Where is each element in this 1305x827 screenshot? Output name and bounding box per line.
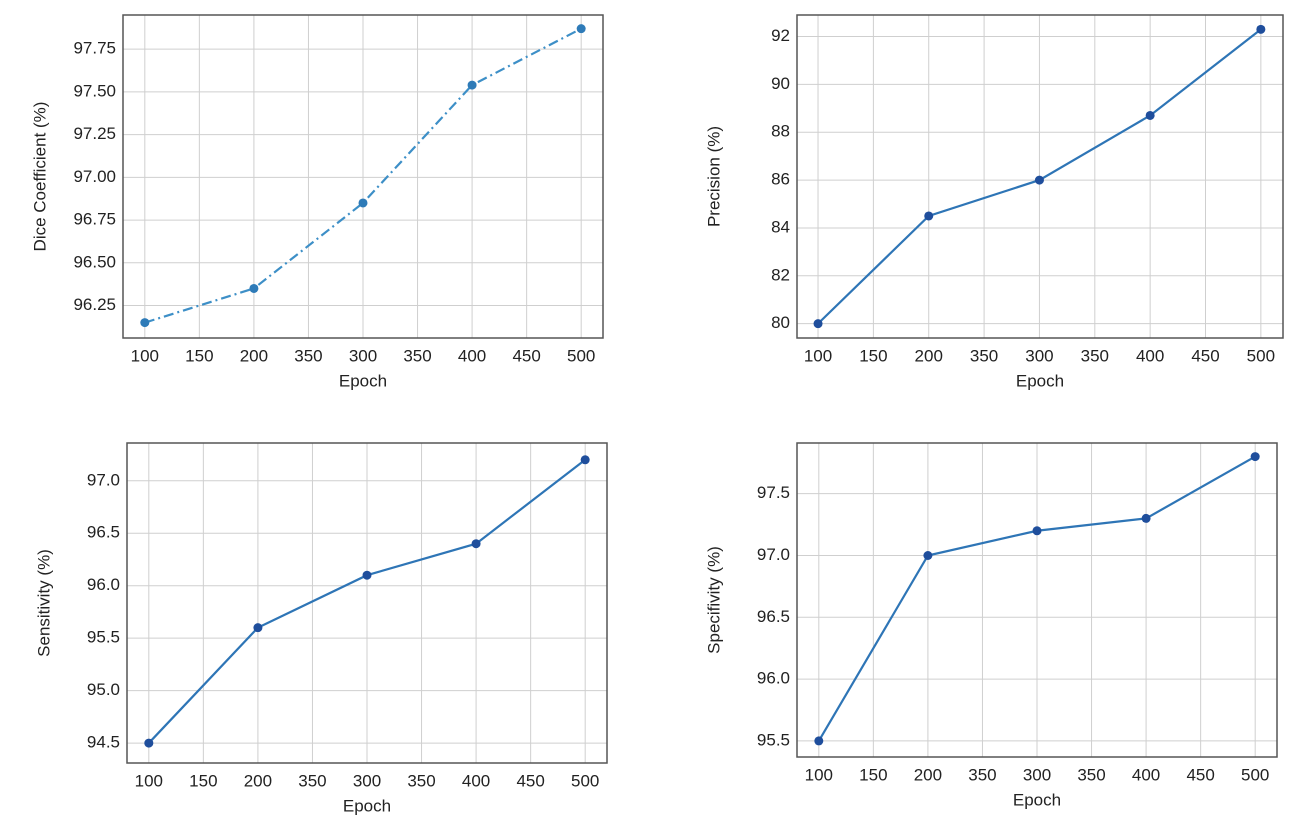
x-tick-label: 450	[516, 771, 544, 790]
data-point	[1256, 24, 1266, 34]
x-tick-label: 350	[1077, 765, 1105, 784]
subplot: 100 150 200 350 300 350 400 450 500 94.5 95.0 95.5 9…	[34, 442, 608, 815]
data-point	[576, 24, 586, 34]
x-tick-label: 350	[294, 346, 322, 365]
x-tick-label: 400	[462, 771, 490, 790]
data-point	[814, 736, 824, 746]
x-tick-label: 350	[970, 346, 998, 365]
data-point	[253, 623, 263, 633]
x-tick-label: 350	[298, 771, 326, 790]
data-point	[924, 211, 934, 221]
y-tick-label: 95.0	[87, 680, 120, 699]
x-tick-label: 200	[915, 346, 943, 365]
y-tick-label: 95.5	[757, 730, 790, 749]
x-tick-label: 300	[353, 771, 381, 790]
plot-frame	[126, 442, 608, 764]
x-tick-label: 300	[1023, 765, 1051, 784]
data-point	[362, 570, 372, 580]
x-tick-label: 300	[349, 346, 377, 365]
y-tick-label: 97.0	[87, 470, 120, 489]
x-tick-label: 450	[1186, 765, 1214, 784]
data-point	[249, 283, 259, 293]
y-tick-label: 88	[771, 122, 790, 141]
y-tick-label: 97.25	[73, 124, 116, 143]
x-tick-label: 100	[804, 346, 832, 365]
y-tick-label: 96.5	[757, 607, 790, 626]
y-tick-label: 94.5	[87, 733, 120, 752]
data-point	[1141, 513, 1151, 523]
y-tick-label: 97.00	[73, 167, 116, 186]
y-tick-label: 82	[771, 265, 790, 284]
y-tick-label: 92	[771, 26, 790, 45]
x-tick-label: 300	[1025, 346, 1053, 365]
y-tick-label: 96.0	[757, 669, 790, 688]
y-tick-label: 90	[771, 74, 790, 93]
y-tick-label: 97.5	[757, 483, 790, 502]
data-point	[923, 550, 933, 560]
plot-frame	[122, 14, 604, 339]
y-tick-label: 95.5	[87, 628, 120, 647]
subplot: 100 150 200 350 300 350 400 450 500 80 82 84 86 88 90 9…	[704, 14, 1284, 390]
plot-frame	[796, 442, 1278, 758]
x-tick-label: 350	[407, 771, 435, 790]
x-tick-label: 200	[244, 771, 272, 790]
x-tick-label: 150	[185, 346, 213, 365]
x-tick-label: 450	[1191, 346, 1219, 365]
x-tick-label: 500	[567, 346, 595, 365]
y-tick-label: 97.75	[73, 39, 116, 58]
x-tick-label: 350	[1081, 346, 1109, 365]
data-point	[1145, 110, 1155, 120]
y-tick-label: 96.50	[73, 252, 116, 271]
x-tick-label: 200	[914, 765, 942, 784]
x-tick-label: 150	[859, 765, 887, 784]
x-tick-label: 500	[1241, 765, 1269, 784]
y-tick-label: 96.0	[87, 575, 120, 594]
x-tick-label: 400	[458, 346, 486, 365]
x-tick-label: 150	[189, 771, 217, 790]
y-tick-label: 97.0	[757, 545, 790, 564]
y-tick-label: 97.50	[73, 81, 116, 100]
plot-frame	[796, 14, 1284, 339]
x-tick-label: 400	[1136, 346, 1164, 365]
data-point	[813, 319, 823, 329]
data-point	[358, 198, 368, 208]
y-axis-label: Precision (%)	[704, 126, 723, 227]
y-tick-label: 96.75	[73, 210, 116, 229]
y-tick-label: 96.25	[73, 295, 116, 314]
y-tick-label: 80	[771, 313, 790, 332]
x-tick-label: 100	[805, 765, 833, 784]
data-point	[471, 539, 481, 549]
y-tick-label: 96.5	[87, 523, 120, 542]
x-axis-label: Epoch	[1016, 371, 1064, 390]
y-axis-label: Dice Coefficient (%)	[30, 102, 49, 252]
x-tick-label: 100	[131, 346, 159, 365]
data-point	[140, 318, 150, 328]
x-tick-label: 200	[240, 346, 268, 365]
data-point	[1034, 175, 1044, 185]
x-axis-label: Epoch	[1013, 790, 1061, 809]
y-tick-label: 84	[771, 217, 790, 236]
data-line	[144, 27, 582, 324]
x-axis-label: Epoch	[339, 371, 387, 390]
data-point	[580, 455, 590, 465]
subplot: 100 150 200 350 300 350 400 450 500 96.25 96.50 96.…	[30, 14, 604, 390]
x-tick-label: 450	[512, 346, 540, 365]
x-tick-label: 500	[571, 771, 599, 790]
y-axis-label: Sensitivity (%)	[34, 549, 53, 657]
x-axis-label: Epoch	[343, 796, 391, 815]
data-point	[1032, 526, 1042, 536]
x-tick-label: 350	[403, 346, 431, 365]
x-tick-label: 350	[968, 765, 996, 784]
x-tick-label: 150	[859, 346, 887, 365]
x-tick-label: 100	[135, 771, 163, 790]
data-point	[467, 80, 477, 90]
data-point	[144, 738, 154, 748]
x-tick-label: 500	[1247, 346, 1275, 365]
x-tick-label: 400	[1132, 765, 1160, 784]
y-tick-label: 86	[771, 170, 790, 189]
data-point	[1250, 452, 1260, 462]
subplot: 100 150 200 350 300 350 400 450 500 95.5 96.0 96.5 9…	[704, 442, 1278, 809]
y-axis-label: Specifivity (%)	[704, 546, 723, 654]
